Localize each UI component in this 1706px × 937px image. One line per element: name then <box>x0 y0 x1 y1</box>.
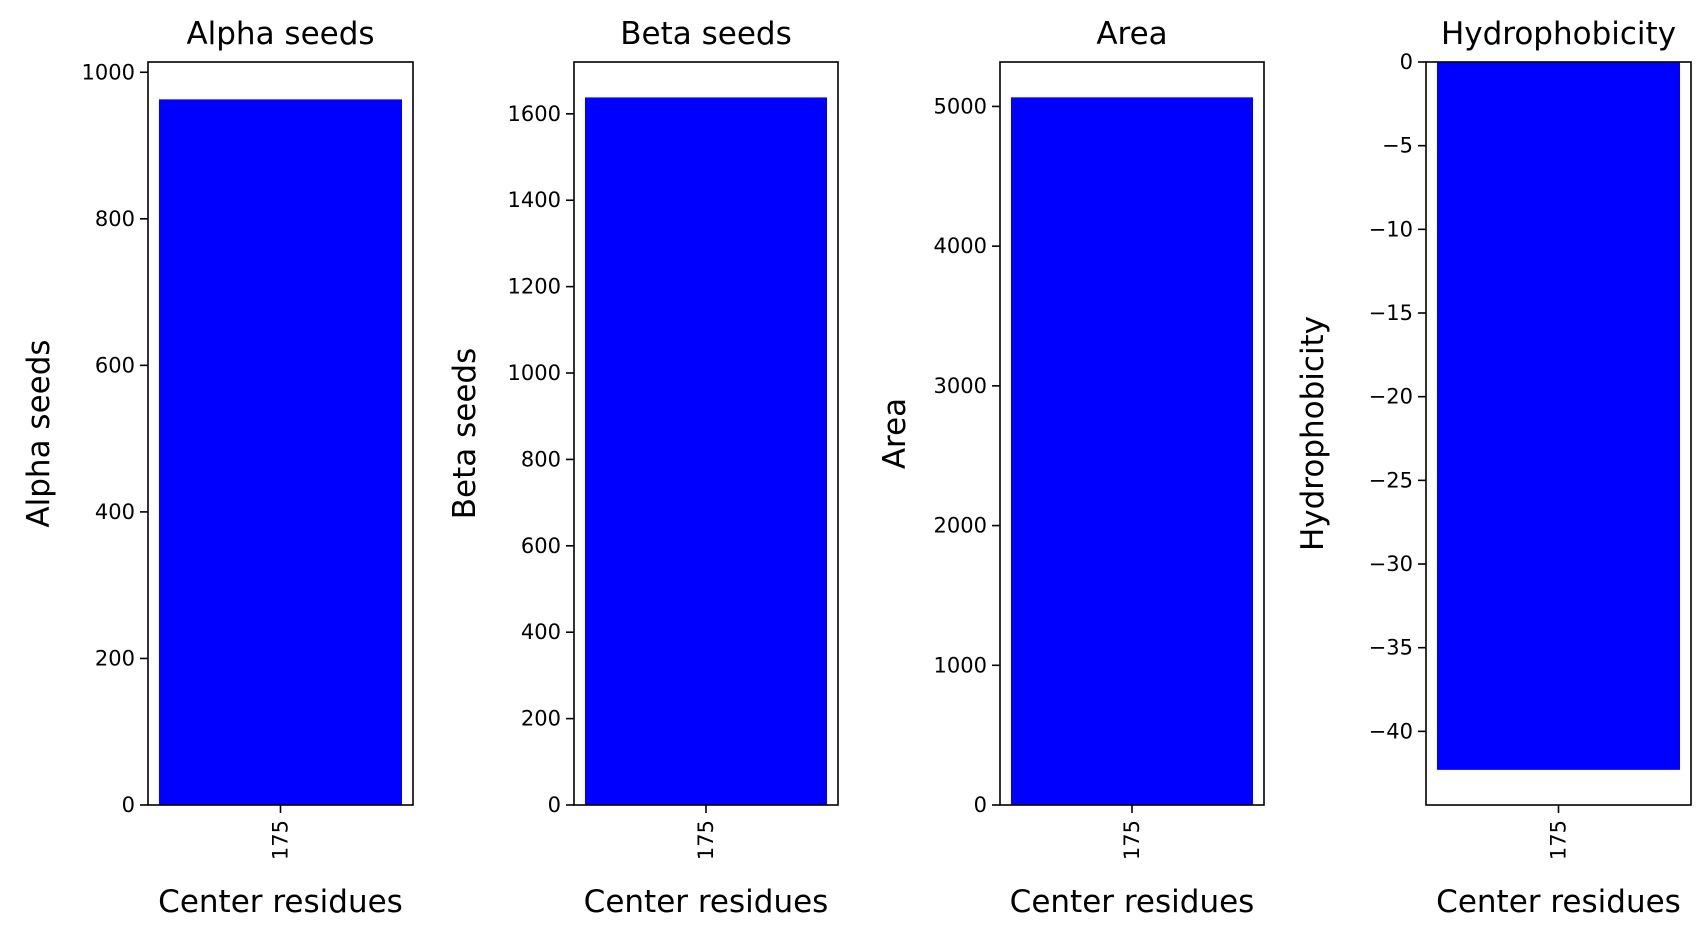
y-tick-label: 1000 <box>508 361 561 385</box>
subplot-title: Area <box>1096 16 1167 52</box>
subplot-4: 0 −5 −10 −15 −20 −25 −30 −35 −40 175 Hydrophobicit… <box>1295 16 1692 920</box>
y-tick-label: 4000 <box>934 234 987 258</box>
x-axis-label: Center residues <box>1436 884 1681 920</box>
x-axis-label: Center residues <box>1010 884 1255 920</box>
y-tick-label: −30 <box>1369 552 1413 576</box>
x-tick-label: 175 <box>694 820 718 860</box>
y-axis-label: Hydrophobicity <box>1295 316 1331 551</box>
subplot-2: 0 200 400 600 800 1000 1200 1400 1600 175 Beta see… <box>447 16 839 920</box>
y-tick-label: 3000 <box>934 374 987 398</box>
x-axis-label: Center residues <box>158 884 403 920</box>
bar-175 <box>1437 62 1680 770</box>
y-tick-label: 1000 <box>934 653 987 677</box>
y-tick-label: 1000 <box>82 60 135 84</box>
y-axis-label: Beta seeds <box>447 348 483 519</box>
y-tick-label: 5000 <box>934 94 987 118</box>
y-tick-label: −10 <box>1369 217 1413 241</box>
y-tick-label: −20 <box>1369 385 1413 409</box>
x-tick-label: 175 <box>1547 820 1571 860</box>
y-tick-label: 800 <box>521 447 561 471</box>
y-tick-label: 400 <box>521 620 561 644</box>
y-tick-label: 2000 <box>934 514 987 538</box>
subplot-title: Hydrophobicity <box>1441 16 1676 52</box>
y-tick-label: 1200 <box>508 275 561 299</box>
y-tick-label: 0 <box>122 793 135 817</box>
y-tick-label: −15 <box>1369 301 1413 325</box>
y-tick-label: 0 <box>548 793 561 817</box>
y-tick-label: 600 <box>95 353 135 377</box>
y-tick-label: 200 <box>521 707 561 731</box>
x-tick-label: 175 <box>1120 820 1144 860</box>
y-tick-label: −25 <box>1369 468 1413 492</box>
y-tick-label: 200 <box>95 646 135 670</box>
y-tick-label: 1600 <box>508 102 561 126</box>
bar-175 <box>1011 97 1253 806</box>
y-tick-label: 600 <box>521 534 561 558</box>
subplot-title: Alpha seeds <box>186 16 374 52</box>
bar-175 <box>159 99 402 806</box>
y-tick-label: 0 <box>1400 50 1413 74</box>
x-axis-label: Center residues <box>584 884 829 920</box>
y-tick-label: 1400 <box>508 188 561 212</box>
subplot-title: Beta seeds <box>620 16 791 52</box>
bar-175 <box>585 97 827 805</box>
y-tick-label: 800 <box>95 207 135 231</box>
y-tick-label: −5 <box>1382 134 1413 158</box>
y-axis-label: Area <box>877 398 913 469</box>
subplot-1: 0 200 400 600 800 1000 175 Alpha seeds Center re… <box>21 16 414 920</box>
y-tick-label: 400 <box>95 500 135 524</box>
y-tick-label: −40 <box>1369 719 1413 743</box>
y-tick-label: 0 <box>974 793 987 817</box>
y-axis-label: Alpha seeds <box>21 339 57 527</box>
x-tick-label: 175 <box>269 820 293 860</box>
y-tick-label: −35 <box>1369 636 1413 660</box>
subplot-3: 0 1000 2000 3000 4000 5000 175 Area Center resid… <box>877 16 1265 920</box>
